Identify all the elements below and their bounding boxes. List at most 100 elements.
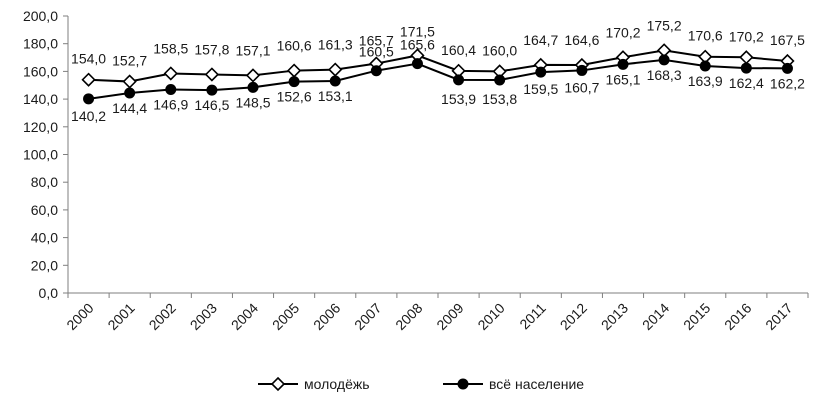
legend-marker-youth [270,376,286,392]
y-tick-label: 40,0 [31,230,58,246]
data-point-population [83,93,95,105]
x-tick-label: 2003 [187,300,220,333]
data-point-youth [286,63,302,78]
series-line-1 [88,58,788,100]
data-label-population: 148,5 [235,94,270,110]
data-label-youth: 161,3 [318,37,353,53]
data-point-population [699,60,711,72]
data-point-population [535,66,547,78]
legend-marker-population [457,378,469,390]
data-point-population [370,65,382,77]
y-tick-label: 60,0 [31,202,58,218]
data-point-population [329,75,341,87]
data-label-youth: 170,6 [688,28,723,44]
data-label-youth: 154,0 [71,51,106,67]
x-tick-label: 2013 [598,300,631,333]
data-label-youth: 164,6 [564,32,599,48]
data-point-youth [122,74,137,89]
data-label-youth: 160,6 [277,38,312,54]
x-tick-label: 2017 [762,300,795,333]
data-point-youth [81,72,96,87]
data-label-population: 160,7 [564,79,599,95]
x-tick-label: 2008 [392,300,425,333]
data-label-population: 146,9 [153,97,188,113]
x-tick-label: 2014 [639,300,672,333]
data-label-population: 159,5 [523,81,558,97]
x-tick-label: 2011 [516,300,549,333]
data-label-population: 153,1 [318,88,353,104]
data-label-youth: 158,5 [153,40,188,56]
data-point-youth [204,67,220,82]
data-label-youth: 157,8 [194,41,229,57]
data-point-population [411,58,423,70]
data-label-youth: 152,7 [112,53,147,69]
data-point-youth [245,68,261,83]
x-tick-label: 2016 [721,300,754,333]
data-point-population [247,81,259,93]
data-point-population [617,58,629,70]
data-point-population [165,84,177,96]
y-tick-label: 140,0 [23,91,58,107]
data-point-population [453,74,465,86]
x-tick-label: 2012 [557,300,590,333]
x-tick-label: 2015 [680,300,713,333]
data-label-population: 152,6 [277,89,312,105]
data-label-youth: 165,7 [359,33,394,49]
y-tick-label: 200,0 [23,8,58,24]
y-tick-label: 180,0 [23,36,58,52]
series-lines [81,43,795,105]
data-point-population [494,74,506,86]
data-label-population: 162,2 [770,75,805,91]
data-point-youth [328,62,343,77]
y-tick-label: 120,0 [23,119,58,135]
x-tick-label: 2000 [63,300,96,333]
data-label-youth: 164,7 [523,32,558,48]
data-label-youth: 170,2 [605,24,640,40]
y-tick-label: 20,0 [31,257,58,273]
data-label-population: 153,8 [482,91,517,107]
data-label-population: 168,3 [647,67,682,83]
y-tick-label: 80,0 [31,174,58,190]
y-tick-label: 160,0 [23,63,58,79]
y-tick-label: 100,0 [23,147,58,163]
data-label-population: 160,5 [359,44,394,60]
x-tick-label: 2007 [351,300,384,333]
data-point-population [740,62,752,74]
x-tick-label: 2009 [433,300,466,333]
data-label-population: 153,9 [441,91,476,107]
data-point-population [658,54,670,66]
data-label-population: 144,4 [112,100,147,116]
data-point-population [781,62,793,74]
data-point-youth [163,66,178,81]
data-point-population [288,76,300,88]
y-tick-label: 0,0 [39,285,59,301]
data-label-population: 165,6 [400,37,435,53]
data-label-population: 162,4 [729,75,764,91]
data-point-youth [739,50,754,65]
x-tick-label: 2004 [228,300,261,333]
data-label-youth: 160,0 [482,42,517,58]
data-point-population [124,87,136,99]
legend-label-population: всё население [489,376,584,392]
data-label-youth: 170,2 [729,28,764,44]
data-label-population: 165,1 [605,71,640,87]
x-tick-label: 2002 [146,300,179,333]
data-label-population: 163,9 [688,73,723,89]
data-label-youth: 175,2 [647,17,682,33]
data-point-population [576,64,588,76]
legend-label-youth: молодёжь [304,376,370,392]
data-label-youth: 160,4 [441,42,476,58]
x-tick-label: 2006 [310,300,343,333]
data-label-youth: 171,5 [400,23,435,39]
x-tick-label: 2010 [474,300,507,333]
data-point-population [206,84,218,96]
x-tick-label: 2001 [104,300,137,333]
data-label-population: 146,5 [194,97,229,113]
legend: молодёжь всё население [258,376,584,392]
data-labels: 154,0 152,7 158,5 157,8 157,1 160,6 161,3 165,7… [71,17,805,123]
x-tick-label: 2005 [269,300,302,333]
data-label-youth: 167,5 [770,32,805,48]
data-label-population: 140,2 [71,108,106,124]
data-label-youth: 157,1 [235,42,270,58]
